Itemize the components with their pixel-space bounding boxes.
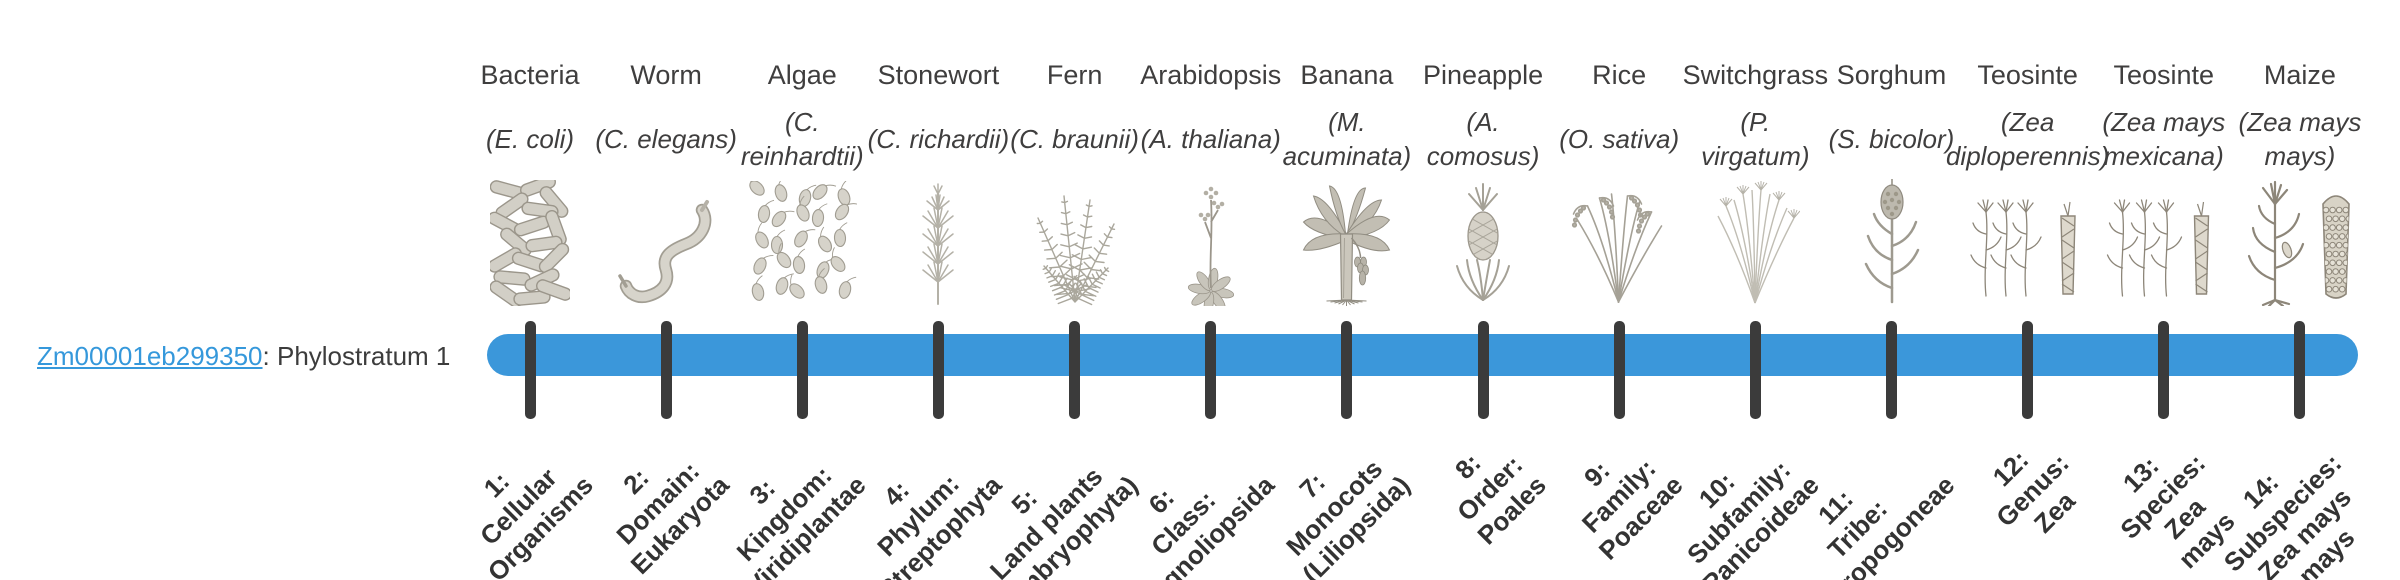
switchgrass-illustration <box>1710 168 1801 306</box>
organism-species: (P. virgatum) <box>1701 107 1810 171</box>
banana-illustration <box>1299 168 1394 306</box>
sorghum-illustration <box>1860 168 1924 306</box>
gene-id-link[interactable]: Zm00001eb299350 <box>37 341 263 371</box>
teosinte-diploperennis-illustration <box>1968 168 2088 306</box>
organism-name: Stonewort <box>877 60 1000 90</box>
organism-name: Worm <box>630 60 702 90</box>
organism-column: Bacteria (E. coli) <box>462 0 598 580</box>
organism-species: (Zea mays mays) <box>2238 107 2362 171</box>
phylostratum-tick-9 <box>1613 321 1625 419</box>
organism-name: Switchgrass <box>1682 60 1829 90</box>
organism-species: (C. reinhardtii) <box>740 107 864 171</box>
pineapple-illustration <box>1453 168 1513 306</box>
organism-column: Pineapple (A. comosus) <box>1415 0 1551 580</box>
stonewort-illustration <box>906 168 970 306</box>
organism-name: Fern <box>1046 60 1103 90</box>
organism-name: Bacteria <box>480 60 580 90</box>
phylostratum-text: : Phylostratum 1 <box>262 341 451 371</box>
teosinte-mexicana-illustration <box>2106 168 2221 306</box>
worm-illustration <box>616 168 716 306</box>
organism-column: Stonewort (C. richardii) <box>868 0 1009 580</box>
organism-species: (A. comosus) <box>1426 107 1540 171</box>
fern-illustration <box>1020 168 1130 306</box>
phylostratum-tick-6 <box>1205 321 1217 419</box>
organism-species: (C. elegans) <box>595 124 737 154</box>
organism-name: Rice <box>1592 60 1647 90</box>
rice-illustration <box>1572 168 1667 306</box>
phylostratum-tick-3 <box>796 321 808 419</box>
organism-species: (Zea diploperennis) <box>1945 107 2110 171</box>
algae-illustration <box>747 168 858 306</box>
organism-species: (M. acuminata) <box>1282 107 1412 171</box>
organism-name: Teosinte <box>2113 60 2215 90</box>
organism-name: Arabidopsis <box>1140 60 1282 90</box>
phylostratum-tick-11 <box>1886 321 1897 419</box>
organism-species: (E. coli) <box>485 124 575 154</box>
organism-column: Maize (Zea mays mays) <box>2232 0 2368 580</box>
phylostratum-tick-14 <box>2294 321 2306 419</box>
organism-column: Sorghum (S. bicolor) <box>1824 0 1960 580</box>
phylostratum-tick-10 <box>1749 321 1761 419</box>
organism-column: Teosinte (Zea mays mexicana) <box>2096 0 2232 580</box>
organism-species: (S. bicolor) <box>1828 124 1955 154</box>
organism-name: Banana <box>1300 60 1394 90</box>
organism-species: (C. braunii) <box>1010 124 1139 154</box>
phylostratum-tick-7 <box>1341 321 1353 419</box>
organism-name: Teosinte <box>1977 60 2078 90</box>
phylostratum-tick-1 <box>524 321 536 419</box>
organism-name: Sorghum <box>1836 60 1947 90</box>
organism-column: Banana (M. acuminata) <box>1279 0 1415 580</box>
organism-species: (A. thaliana) <box>1140 124 1281 154</box>
organism-column: Rice (O. sativa) <box>1551 0 1687 580</box>
phylostratum-tick-13 <box>2158 321 2170 419</box>
organism-species: (C. richardii) <box>867 124 1010 154</box>
organism-column: Algae (C. reinhardtii) <box>734 0 870 580</box>
organism-name: Maize <box>2263 60 2336 90</box>
organism-column: Fern (C. braunii) <box>1007 0 1143 580</box>
organism-column: Switchgrass (P. virgatum) <box>1683 0 1828 580</box>
bacteria-illustration <box>490 168 570 306</box>
organism-species: (Zea mays mexicana) <box>2102 107 2226 171</box>
organism-species: (O. sativa) <box>1559 124 1680 154</box>
organism-name: Algae <box>767 60 837 90</box>
phylostratum-tick-4 <box>932 321 944 419</box>
organism-column: Arabidopsis (A. thaliana) <box>1140 0 1282 580</box>
phylostratum-tick-8 <box>1477 321 1489 419</box>
gene-label: Zm00001eb299350: Phylostratum 1 <box>37 341 450 372</box>
arabidopsis-illustration <box>1181 168 1241 306</box>
phylostratum-tick-2 <box>660 321 672 419</box>
organism-name: Pineapple <box>1422 60 1544 90</box>
maize-illustration <box>2245 168 2355 306</box>
phylostratum-tick-5 <box>1069 321 1081 419</box>
organism-column: Worm (C. elegans) <box>595 0 737 580</box>
phylostratum-tick-12 <box>2022 321 2034 419</box>
organism-column: Teosinte (Zea diploperennis) <box>1946 0 2109 580</box>
